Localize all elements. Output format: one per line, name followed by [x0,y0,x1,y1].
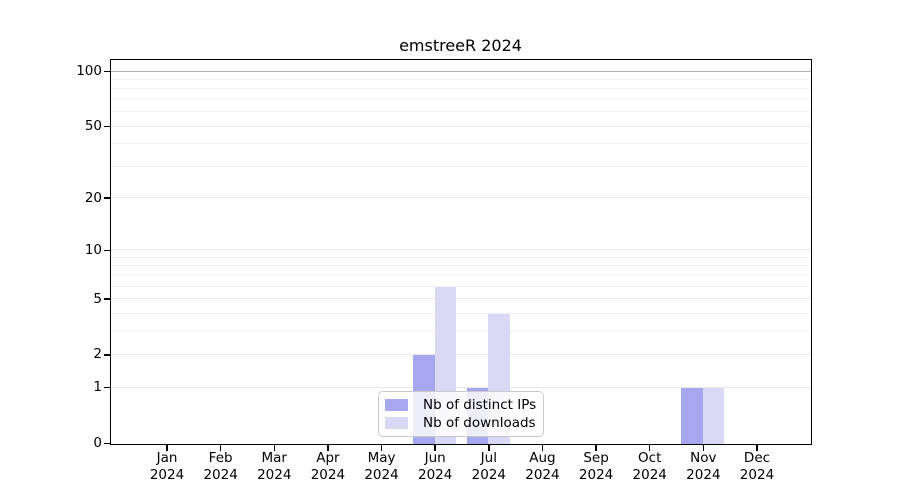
y-tick-label-20: 20 [84,189,102,206]
x-tick-year: 2024 [578,467,614,483]
bar-downloads-nov [702,388,725,444]
gridline-y30 [111,165,811,167]
x-tick-month: Jan [156,450,178,466]
y-tick-50 [104,125,110,128]
x-tick-may [380,445,383,451]
x-tick-month: Mar [261,450,287,466]
gridline-y9 [111,256,811,258]
x-tick-year: 2024 [257,467,292,483]
x-tick-year: 2024 [471,467,506,483]
x-tick-label-sep: Sep 2024 [556,450,636,484]
x-tick-year: 2024 [417,467,453,483]
gridline-y10 [111,249,811,251]
x-tick-label-mar: Mar 2024 [234,450,314,484]
x-tick-jun [434,445,436,451]
x-tick-label-jan: Jan 2024 [127,450,207,484]
legend-label-distinct-ips: Nb of distinct IPs [423,397,537,413]
x-tick-year: 2024 [364,467,399,483]
x-tick-label-dec: Dec 2024 [717,450,797,484]
x-tick-apr [327,445,329,451]
plot-area [110,59,812,445]
x-tick-dec [756,445,758,451]
gridline-y6 [111,285,811,287]
y-tick-label-100: 100 [76,63,102,80]
y-tick-label-2: 2 [93,346,102,363]
x-tick-jan [166,445,168,451]
x-tick-label-feb: Feb 2024 [181,450,261,484]
gridline-y1 [111,386,811,388]
x-tick-aug [541,445,544,451]
gridline-y8 [111,265,811,267]
y-tick-label-1: 1 [93,379,102,396]
gridline-y2 [111,353,811,355]
gridline-y50 [111,125,811,127]
x-tick-label-nov: Nov 2024 [663,450,743,484]
gridline-y90 [111,79,811,81]
y-tick-2 [104,354,110,356]
gridline-y3 [111,330,811,332]
y-tick-label-0: 0 [93,435,102,451]
x-tick-label-jun: Jun 2024 [395,450,475,484]
y-tick-1 [104,386,110,389]
x-tick-year: 2024 [632,467,667,483]
gridline-y100 [111,70,811,72]
legend-label-downloads: Nb of downloads [423,415,536,431]
x-tick-month: Oct [638,450,662,466]
gridline-y60 [111,111,811,113]
y-tick-100 [104,70,110,73]
x-tick-month: May [367,450,396,466]
x-tick-year: 2024 [310,467,346,483]
x-tick-mar [273,445,276,451]
x-tick-month: Aug [529,450,556,466]
x-tick-month: Apr [316,450,340,466]
legend-swatch-distinct-ips [385,399,408,411]
x-tick-year: 2024 [739,467,775,483]
x-tick-month: Sep [583,450,609,466]
gridline-y4 [111,312,811,314]
y-tick-20 [104,197,110,199]
x-tick-feb [219,445,222,451]
x-tick-year: 2024 [149,467,185,483]
x-tick-month: Jun [424,450,446,466]
y-tick-label-50: 50 [84,118,102,135]
x-tick-month: Nov [690,450,717,466]
gridline-y40 [111,143,811,145]
x-tick-sep [595,445,597,451]
x-tick-label-apr: Apr 2024 [288,450,368,484]
x-tick-month: Jul [480,450,497,466]
y-tick-label-10: 10 [84,241,102,258]
y-tick-label-5: 5 [93,290,102,307]
legend-item-downloads: Nb of downloads [385,415,536,431]
y-tick-5 [104,298,110,300]
x-tick-label-jul: Jul 2024 [449,450,529,484]
gridline-y70 [111,99,811,101]
y-tick-0 [104,442,110,445]
x-tick-year: 2024 [686,467,721,483]
legend: Nb of distinct IPs Nb of downloads [378,391,544,437]
gridline-y80 [111,88,811,90]
x-tick-month: Feb [208,450,233,466]
x-tick-label-may: May 2024 [342,450,422,484]
x-tick-label-aug: Aug 2024 [502,450,582,484]
gridline-y7 [111,274,811,276]
gridline-y20 [111,197,811,199]
chart-title: emstreeR 2024 [399,36,522,55]
x-tick-nov [702,445,705,451]
x-tick-month: Dec [743,450,771,466]
x-tick-year: 2024 [525,467,560,483]
x-tick-label-oct: Oct 2024 [610,450,690,484]
legend-swatch-downloads [385,417,408,429]
gridline-y5 [111,298,811,300]
x-tick-year: 2024 [203,467,238,483]
y-tick-10 [104,249,110,252]
x-tick-jul [488,445,490,451]
bar-distinct-ips-nov [681,388,703,444]
x-tick-oct [648,445,651,451]
legend-item-distinct-ips: Nb of distinct IPs [385,397,537,413]
